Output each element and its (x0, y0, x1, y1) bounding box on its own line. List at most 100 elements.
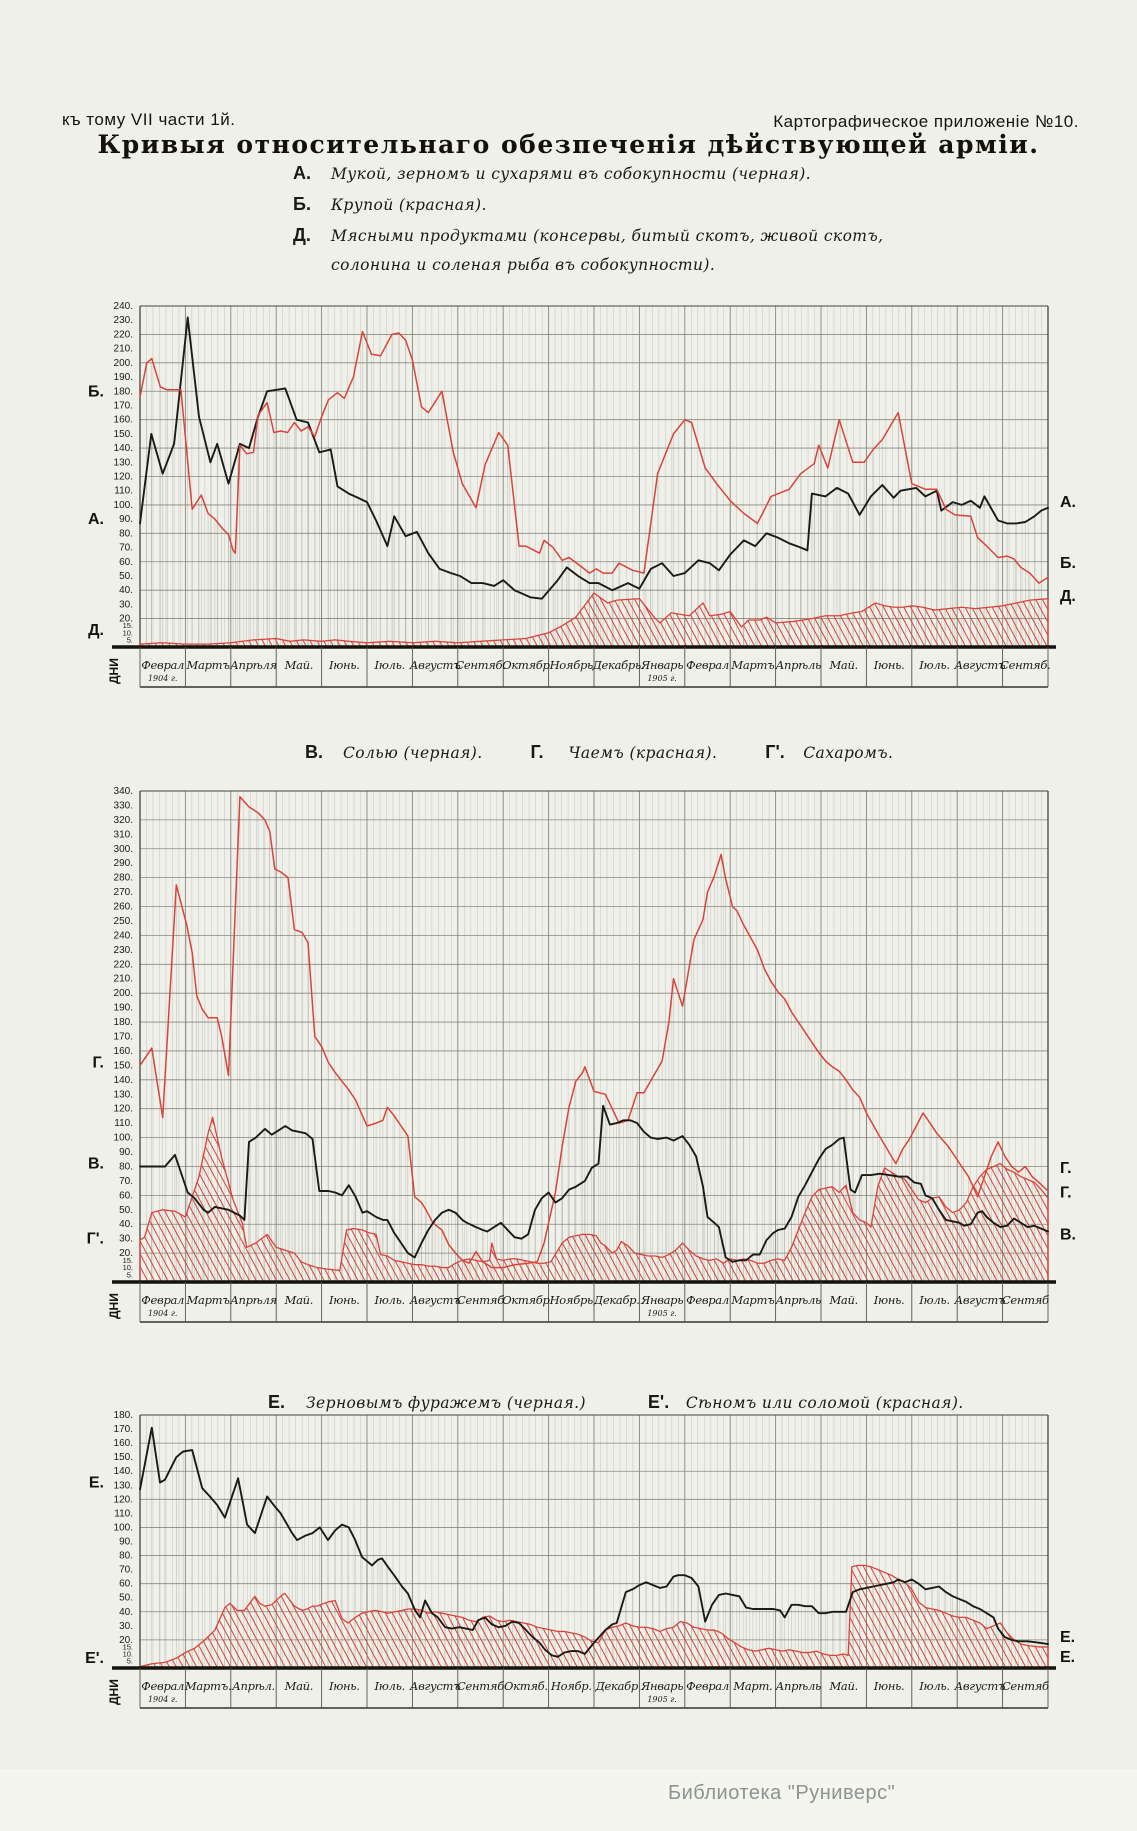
svg-text:Феврал: Феврал (686, 1679, 729, 1693)
svg-text:Іюль.: Іюль. (918, 1679, 949, 1693)
svg-text:Май.: Май. (284, 1293, 314, 1307)
legend-item-continuation: солонина и соленая рыба въ собокупности)… (331, 256, 883, 287)
svg-text:Іюль.: Іюль. (918, 658, 949, 672)
svg-text:Іюль.: Іюль. (918, 1293, 949, 1307)
svg-text:Октябр: Октябр (502, 658, 550, 672)
svg-text:ДНИ: ДНИ (107, 1679, 121, 1705)
chart-1-legend: А. Мукой, зерномъ и сухарями въ собокупн… (293, 163, 883, 287)
svg-text:Сентяб: Сентяб (457, 1293, 505, 1307)
svg-text:Апрѣля: Апрѣля (229, 1293, 277, 1307)
svg-text:70.: 70. (119, 543, 133, 554)
svg-text:Март.: Март. (732, 1679, 772, 1693)
svg-text:Іюнь.: Іюнь. (328, 1679, 360, 1693)
svg-text:Мартъ: Мартъ (730, 1293, 775, 1307)
svg-text:120.: 120. (114, 1494, 133, 1505)
svg-text:Январь: Январь (640, 1679, 683, 1693)
svg-text:Мартъ: Мартъ (186, 658, 231, 672)
svg-text:Іюнь.: Іюнь. (328, 658, 360, 672)
svg-text:Май.: Май. (828, 658, 858, 672)
svg-text:Апрѣля: Апрѣля (229, 658, 277, 672)
svg-text:110.: 110. (114, 1508, 133, 1519)
svg-text:Іюль.: Іюль. (373, 1679, 404, 1693)
svg-text:90.: 90. (119, 1147, 133, 1158)
svg-text:90.: 90. (119, 514, 133, 525)
legend-key: Б. (293, 194, 311, 214)
svg-text:Апрѣл.: Апрѣл. (231, 1679, 275, 1693)
svg-text:Ноябрь: Ноябрь (549, 658, 593, 672)
svg-text:290.: 290. (114, 858, 133, 869)
legend-key: Е'. (647, 1392, 670, 1412)
svg-text:Мартъ: Мартъ (730, 658, 775, 672)
svg-text:210.: 210. (114, 974, 133, 985)
legend-item: Г. Чаемъ (красная). (531, 742, 718, 763)
legend-key: Д. (293, 225, 311, 245)
svg-text:Декабр: Декабр (594, 1679, 638, 1693)
legend-text: Мясными продуктами (консервы, битый скот… (331, 227, 884, 245)
svg-text:150.: 150. (114, 1060, 133, 1071)
svg-text:Ноябр.: Ноябр. (550, 1679, 592, 1693)
svg-text:1905 г.: 1905 г. (647, 674, 677, 683)
svg-text:310.: 310. (114, 829, 133, 840)
svg-text:90.: 90. (119, 1537, 133, 1548)
svg-text:280.: 280. (114, 873, 133, 884)
svg-text:В.: В. (88, 1156, 104, 1173)
legend-key: А. (293, 163, 311, 183)
svg-text:10.: 10. (123, 1263, 133, 1272)
svg-text:180.: 180. (114, 1017, 133, 1028)
svg-text:140.: 140. (114, 1075, 133, 1086)
svg-text:15.: 15. (123, 1256, 133, 1265)
svg-text:40.: 40. (119, 585, 133, 596)
legend-text: Мукой, зерномъ и сухарями въ собокупност… (331, 165, 812, 183)
svg-text:60.: 60. (119, 1579, 133, 1590)
svg-text:240.: 240. (114, 301, 133, 312)
svg-text:Августъ: Августъ (954, 1679, 1006, 1693)
svg-text:300.: 300. (114, 844, 133, 855)
svg-text:30.: 30. (119, 599, 133, 610)
legend-text: Сахаромъ. (803, 744, 894, 762)
svg-text:270.: 270. (114, 887, 133, 898)
svg-text:Май.: Май. (284, 658, 314, 672)
legend-item: А. Мукой, зерномъ и сухарями въ собокупн… (293, 163, 883, 194)
svg-text:5.: 5. (127, 1656, 133, 1665)
svg-text:10.: 10. (123, 1649, 133, 1658)
svg-text:Августъ: Августъ (954, 658, 1006, 672)
legend-item: Е. Зерновымъ фуражемъ (черная.) (268, 1392, 586, 1413)
svg-text:200.: 200. (114, 988, 133, 999)
svg-text:140.: 140. (114, 443, 133, 454)
svg-text:Феврал: Феврал (686, 658, 729, 672)
svg-text:Іюнь.: Іюнь. (873, 658, 905, 672)
svg-text:1904 г.: 1904 г. (148, 674, 178, 683)
svg-text:Октябр: Октябр (502, 1293, 550, 1307)
legend-text: Зерновымъ фуражемъ (черная.) (306, 1394, 586, 1412)
svg-text:Мартъ.: Мартъ. (184, 1679, 231, 1693)
legend-item: В. Солью (черная). (305, 742, 483, 763)
svg-text:150.: 150. (114, 1452, 133, 1463)
svg-text:60.: 60. (119, 1190, 133, 1201)
svg-text:Мартъ: Мартъ (186, 1293, 231, 1307)
svg-text:70.: 70. (119, 1176, 133, 1187)
svg-text:240.: 240. (114, 930, 133, 941)
svg-text:20.: 20. (119, 1248, 133, 1259)
svg-text:Іюль.: Іюль. (373, 1293, 404, 1307)
svg-text:160.: 160. (114, 1438, 133, 1449)
svg-text:340.: 340. (114, 786, 133, 797)
legend-item: Е'. Сѣномъ или соломой (красная). (648, 1392, 964, 1413)
svg-text:Декабр.: Декабр. (593, 1293, 640, 1307)
svg-text:В.: В. (1060, 1226, 1076, 1243)
svg-text:Б.: Б. (88, 383, 104, 400)
svg-text:Сентяб: Сентяб (1002, 1679, 1050, 1693)
svg-text:Январь: Январь (640, 1293, 683, 1307)
chart-3-legend: Е. Зерновымъ фуражемъ (черная.) Е'. Сѣно… (268, 1392, 964, 1413)
svg-text:15.: 15. (123, 1642, 133, 1651)
svg-text:230.: 230. (114, 945, 133, 956)
svg-text:Августъ: Августъ (409, 1679, 461, 1693)
svg-text:100.: 100. (114, 1522, 133, 1533)
svg-text:Октяб.: Октяб. (504, 1679, 548, 1693)
svg-text:Май.: Май. (284, 1679, 314, 1693)
svg-text:160.: 160. (114, 1046, 133, 1057)
legend-item: Д. Мясными продуктами (консервы, битый с… (293, 225, 883, 256)
svg-text:110.: 110. (114, 486, 133, 497)
svg-text:1904 г.: 1904 г. (148, 1309, 178, 1318)
